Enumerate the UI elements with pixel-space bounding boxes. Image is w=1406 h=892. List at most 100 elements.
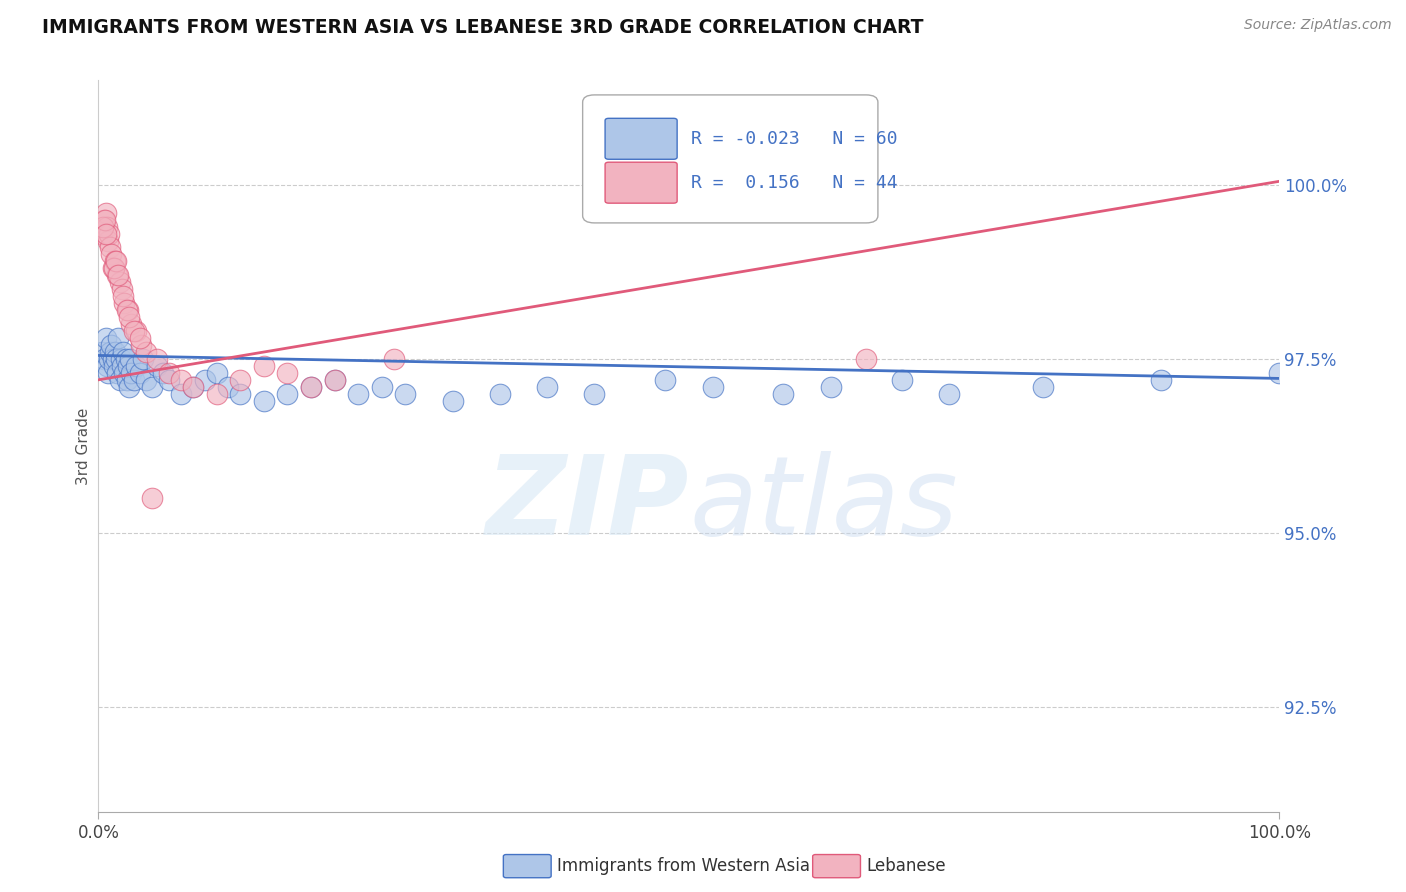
Point bbox=[98, 240, 121, 254]
Point bbox=[105, 351, 128, 366]
Point bbox=[96, 359, 118, 373]
Point bbox=[125, 359, 148, 373]
Y-axis label: 3rd Grade: 3rd Grade bbox=[76, 408, 91, 484]
Point bbox=[93, 351, 115, 366]
Point bbox=[276, 386, 298, 401]
Point bbox=[796, 178, 818, 192]
Point bbox=[299, 380, 322, 394]
Point bbox=[170, 373, 193, 387]
Point bbox=[253, 359, 276, 373]
Point bbox=[890, 373, 912, 387]
Point bbox=[100, 338, 122, 352]
Point bbox=[94, 212, 117, 227]
Point bbox=[1150, 373, 1173, 387]
Point bbox=[1032, 380, 1054, 394]
Point bbox=[97, 234, 120, 248]
Point bbox=[112, 296, 135, 310]
Point bbox=[110, 351, 132, 366]
Point bbox=[217, 380, 239, 394]
Point bbox=[170, 386, 193, 401]
Point bbox=[146, 351, 169, 366]
Point bbox=[583, 386, 606, 401]
Point bbox=[371, 380, 394, 394]
Point bbox=[105, 268, 128, 283]
Point bbox=[157, 366, 180, 380]
Point bbox=[382, 351, 405, 366]
Point bbox=[103, 359, 125, 373]
Point bbox=[146, 359, 169, 373]
Point bbox=[128, 331, 150, 345]
Point bbox=[112, 289, 135, 303]
Text: Source: ZipAtlas.com: Source: ZipAtlas.com bbox=[1244, 18, 1392, 32]
Point bbox=[112, 366, 135, 380]
Text: R =  0.156   N = 44: R = 0.156 N = 44 bbox=[692, 174, 898, 192]
Point bbox=[141, 491, 163, 506]
Point bbox=[536, 380, 558, 394]
Point bbox=[114, 351, 136, 366]
Point bbox=[91, 219, 114, 234]
Point bbox=[121, 317, 143, 331]
Point bbox=[117, 303, 139, 318]
Point bbox=[128, 366, 150, 380]
Point bbox=[253, 393, 276, 408]
Point bbox=[115, 373, 138, 387]
Point bbox=[118, 380, 141, 394]
Point bbox=[157, 373, 180, 387]
Point bbox=[120, 351, 142, 366]
Point bbox=[101, 351, 124, 366]
Point bbox=[107, 268, 129, 283]
Point bbox=[112, 345, 135, 359]
Point bbox=[181, 380, 204, 394]
Point bbox=[132, 351, 155, 366]
Point bbox=[654, 373, 676, 387]
Point bbox=[100, 247, 122, 261]
Point bbox=[94, 227, 117, 241]
Point bbox=[394, 386, 416, 401]
Point bbox=[323, 373, 346, 387]
Point bbox=[441, 393, 464, 408]
Point bbox=[107, 331, 129, 345]
Point bbox=[489, 386, 512, 401]
Point bbox=[94, 331, 117, 345]
Point bbox=[98, 351, 121, 366]
Point bbox=[347, 386, 370, 401]
Point bbox=[104, 345, 127, 359]
Text: atlas: atlas bbox=[689, 451, 957, 558]
Text: IMMIGRANTS FROM WESTERN ASIA VS LEBANESE 3RD GRADE CORRELATION CHART: IMMIGRANTS FROM WESTERN ASIA VS LEBANESE… bbox=[42, 18, 924, 37]
Point bbox=[93, 212, 115, 227]
Point bbox=[101, 261, 124, 276]
Point bbox=[111, 359, 134, 373]
Point bbox=[135, 373, 157, 387]
Point bbox=[98, 345, 121, 359]
Point bbox=[772, 386, 794, 401]
Point bbox=[135, 345, 157, 359]
Point bbox=[855, 351, 877, 366]
Point bbox=[1268, 366, 1291, 380]
Point bbox=[115, 303, 138, 318]
Point bbox=[938, 386, 960, 401]
Point bbox=[91, 227, 114, 241]
Point bbox=[122, 373, 145, 387]
Point bbox=[205, 386, 228, 401]
Point bbox=[702, 380, 724, 394]
Point bbox=[194, 373, 217, 387]
Point bbox=[121, 366, 143, 380]
FancyBboxPatch shape bbox=[605, 162, 678, 203]
Point bbox=[97, 366, 120, 380]
FancyBboxPatch shape bbox=[582, 95, 877, 223]
Point bbox=[229, 386, 252, 401]
Point bbox=[108, 373, 131, 387]
Point bbox=[117, 359, 139, 373]
Point bbox=[229, 373, 252, 387]
FancyBboxPatch shape bbox=[605, 119, 678, 160]
Text: ZIP: ZIP bbox=[485, 451, 689, 558]
Point bbox=[125, 324, 148, 338]
Point bbox=[276, 366, 298, 380]
Point bbox=[820, 380, 842, 394]
Point bbox=[299, 380, 322, 394]
Point bbox=[98, 227, 121, 241]
Point bbox=[105, 254, 128, 268]
Point bbox=[141, 380, 163, 394]
Point bbox=[323, 373, 346, 387]
Text: Immigrants from Western Asia: Immigrants from Western Asia bbox=[557, 857, 810, 875]
